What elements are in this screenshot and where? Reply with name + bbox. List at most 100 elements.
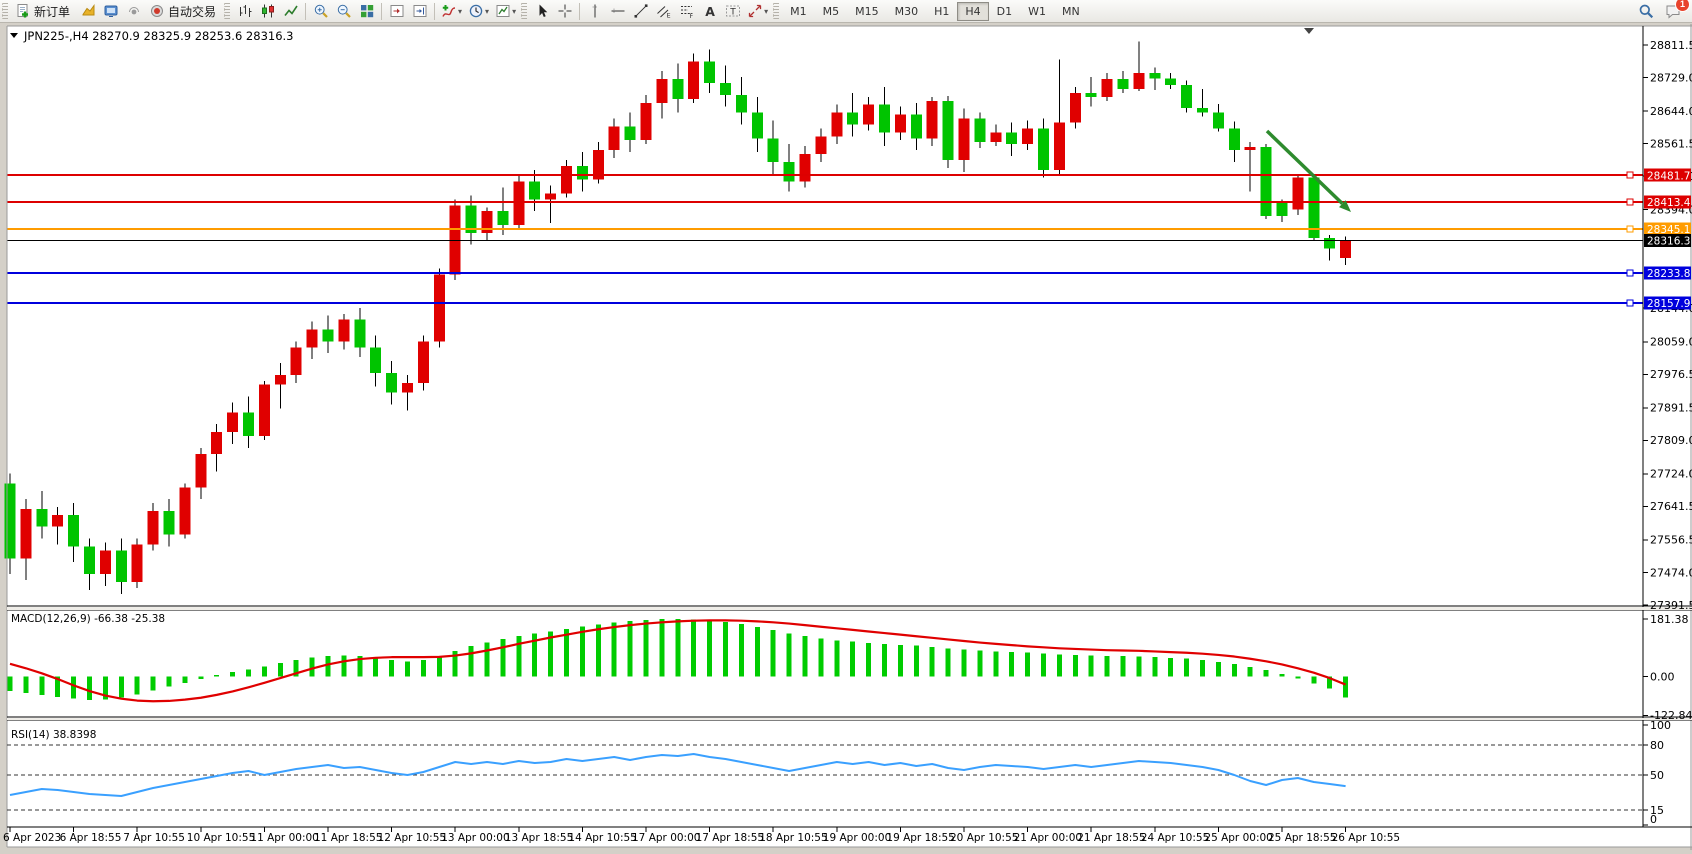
price-axis-label: 27724.0 xyxy=(1650,468,1692,481)
new-order-button[interactable]: 新订单 xyxy=(11,1,76,22)
macd-histogram-bar xyxy=(1279,673,1285,677)
timeframe-h4-button[interactable]: H4 xyxy=(957,1,989,21)
macd-histogram-bar xyxy=(198,676,204,680)
dropdown-arrow-icon[interactable]: ▾ xyxy=(485,6,490,16)
chart-candles-button[interactable] xyxy=(256,1,279,22)
horizontal-line-button[interactable] xyxy=(606,1,629,22)
notification-badge: 1 xyxy=(1676,0,1689,11)
chart-bars-button[interactable] xyxy=(233,1,256,22)
candle-body xyxy=(354,319,366,348)
autotrade-label: 自动交易 xyxy=(168,4,217,19)
candle-body xyxy=(1022,128,1034,145)
symbol-dropdown-icon[interactable] xyxy=(10,33,18,38)
panel-splitter[interactable] xyxy=(7,718,1692,720)
toolbar-separator xyxy=(579,2,581,20)
candle-body xyxy=(258,384,270,437)
chart-shift-button[interactable] xyxy=(385,1,408,22)
timeframe-w1-button[interactable]: W1 xyxy=(1020,2,1054,21)
toolbar-grip[interactable] xyxy=(521,3,528,19)
candle-body xyxy=(688,61,700,99)
toolbar-grip[interactable] xyxy=(224,3,231,19)
text-button[interactable]: A xyxy=(698,1,721,22)
line-handle[interactable] xyxy=(1626,299,1634,307)
macd-histogram-bar xyxy=(1009,652,1015,677)
quotes-icon xyxy=(80,3,96,19)
vertical-line-button[interactable] xyxy=(583,1,606,22)
price-axis[interactable] xyxy=(1643,26,1692,827)
toolbar-right: 1 xyxy=(1637,0,1692,20)
dropdown-arrow-icon[interactable]: ▾ xyxy=(458,6,463,16)
arrows-button[interactable]: ▾ xyxy=(744,1,771,22)
chat-button[interactable]: 1 xyxy=(1664,0,1689,20)
candle-body xyxy=(179,487,191,535)
panel-splitter[interactable] xyxy=(7,607,1692,610)
line-handle[interactable] xyxy=(1626,269,1634,277)
timeframe-m15-button[interactable]: M15 xyxy=(847,2,887,21)
terminal-button[interactable] xyxy=(99,1,122,22)
macd-histogram-bar xyxy=(929,647,935,677)
fibonacci-button[interactable]: F xyxy=(675,1,698,22)
macd-histogram-bar xyxy=(23,676,29,693)
chart-shift-marker[interactable] xyxy=(1304,28,1314,34)
tile-windows-button[interactable] xyxy=(355,1,378,22)
templates-icon xyxy=(495,3,511,19)
arrow-annotation-head[interactable] xyxy=(1339,200,1351,212)
line-price-label xyxy=(1644,296,1691,310)
macd-histogram-bar xyxy=(484,642,490,677)
arrow-annotation[interactable] xyxy=(1265,129,1344,205)
chart-shift-icon xyxy=(389,3,405,19)
search-button[interactable] xyxy=(1637,2,1655,20)
signal-button[interactable] xyxy=(122,1,145,22)
crosshair-button[interactable] xyxy=(553,1,576,22)
timeframe-m5-button[interactable]: M5 xyxy=(815,2,848,21)
dropdown-arrow-icon[interactable]: ▾ xyxy=(512,6,517,16)
price-axis-label: 27391.5 xyxy=(1650,599,1692,612)
line-handle[interactable] xyxy=(1626,171,1634,179)
chart-line-button[interactable] xyxy=(279,1,302,22)
toolbar-grip[interactable] xyxy=(2,3,8,19)
candle-body xyxy=(561,165,572,194)
text-label-button[interactable]: T xyxy=(721,1,744,22)
candle-body xyxy=(1085,92,1097,97)
toolbar-separator xyxy=(381,2,383,20)
toolbar-separator xyxy=(305,2,307,20)
equidistant-channel-button[interactable]: E xyxy=(652,1,675,22)
timeframe-h1-button[interactable]: H1 xyxy=(926,2,957,21)
time-axis[interactable] xyxy=(7,827,1643,847)
candle-body xyxy=(1181,85,1193,108)
macd-histogram-bar xyxy=(325,656,331,677)
svg-text:F: F xyxy=(689,12,693,19)
macd-histogram-bar xyxy=(579,626,585,677)
indicators-button[interactable]: ▾ xyxy=(438,1,465,22)
candle-body xyxy=(958,118,970,160)
quotes-button[interactable] xyxy=(76,1,99,22)
toolbar-grip[interactable] xyxy=(773,3,780,19)
candle-body xyxy=(656,79,668,103)
periods-button[interactable]: ▾ xyxy=(465,1,492,22)
auto-scroll-button[interactable] xyxy=(408,1,431,22)
indicators-icon xyxy=(441,3,457,19)
zoom-in-button[interactable] xyxy=(309,1,332,22)
line-handle[interactable] xyxy=(1626,225,1634,233)
candle-body xyxy=(52,514,64,527)
macd-histogram-bar xyxy=(1215,661,1221,677)
timeframe-m30-button[interactable]: M30 xyxy=(887,2,927,21)
chart-plot-area[interactable] xyxy=(7,26,1643,606)
line-handle[interactable] xyxy=(1626,198,1634,206)
timeframe-m1-button[interactable]: M1 xyxy=(782,2,815,21)
timeframe-mn-button[interactable]: MN xyxy=(1054,2,1088,21)
price-axis-label: 27976.5 xyxy=(1650,368,1692,381)
macd-histogram-bar xyxy=(691,619,697,677)
autotrade-button[interactable]: 自动交易 xyxy=(145,1,222,22)
macd-histogram-bar xyxy=(627,621,633,677)
macd-histogram-bar xyxy=(246,669,251,677)
time-axis-label: 20 Apr 10:55 xyxy=(950,832,1018,844)
timeframe-d1-button[interactable]: D1 xyxy=(989,2,1020,21)
candle-body xyxy=(783,161,795,182)
templates-button[interactable]: ▾ xyxy=(492,1,519,22)
cursor-button[interactable] xyxy=(530,1,553,22)
autotrade-icon xyxy=(149,3,165,19)
dropdown-arrow-icon[interactable]: ▾ xyxy=(764,6,769,16)
trendline-button[interactable] xyxy=(629,1,652,22)
zoom-out-button[interactable] xyxy=(332,1,355,22)
